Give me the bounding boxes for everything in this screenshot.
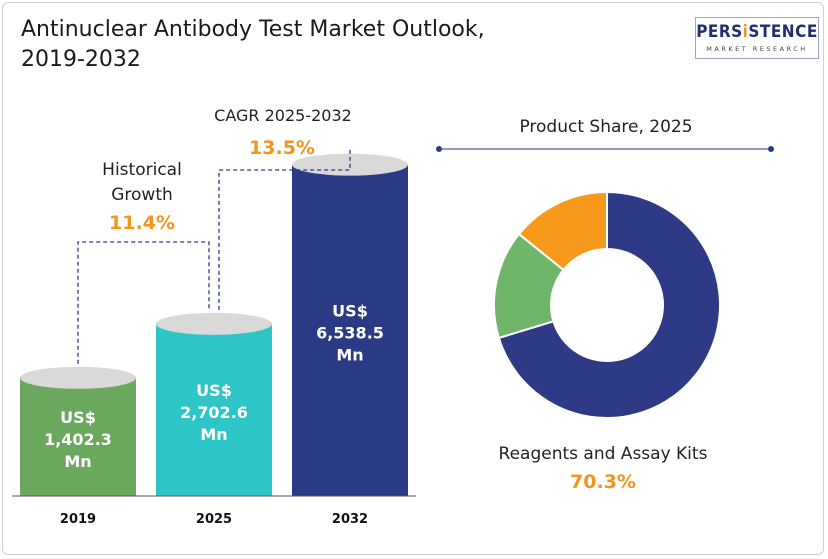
underline-dot-right xyxy=(768,146,774,152)
donut-slice-2 xyxy=(517,190,608,272)
historical-growth-value: 11.4% xyxy=(109,212,175,234)
cagr-value: 13.5% xyxy=(249,137,315,159)
bar-value-label-2019: Mn xyxy=(64,452,91,471)
bar-value-label-2019: 1,402.3 xyxy=(44,430,112,449)
brand-logo: PERSiSTENCE MARKET RESEARCH xyxy=(695,17,819,59)
page-title: Antinuclear Antibody Test Market Outlook… xyxy=(21,15,621,75)
bar-2032 xyxy=(292,164,408,496)
bar-value-label-2032: Mn xyxy=(336,345,363,364)
bar-2025 xyxy=(156,323,272,496)
underline-dot-left xyxy=(436,146,442,152)
title-line-2: 2019-2032 xyxy=(21,47,141,72)
cagr-label: CAGR 2025-2032 xyxy=(214,106,352,125)
bar-cap-2025 xyxy=(156,312,272,335)
bar-2019 xyxy=(20,377,136,496)
donut-highlight-label: Reagents and Assay Kits xyxy=(499,444,708,464)
x-tick-label: 2032 xyxy=(332,512,368,527)
bar-cap-2019 xyxy=(20,366,136,389)
bar-value-label-2025: Mn xyxy=(200,425,227,444)
cagr-connector xyxy=(218,148,351,310)
donut-slice-0 xyxy=(497,190,721,419)
logo-wordmark: PERSiSTENCE xyxy=(696,22,818,42)
donut-chart: Product Share, 2025 Reagents and Assay Ki… xyxy=(436,117,774,493)
bar-value-label-2025: 2,702.6 xyxy=(180,403,248,422)
bar-value-label-2019: US$ xyxy=(60,408,96,427)
logo-subtext: MARKET RESEARCH xyxy=(706,45,808,53)
x-tick-label: 2025 xyxy=(196,512,232,527)
donut-highlight-value: 70.3% xyxy=(570,471,636,493)
bar-value-label-2032: US$ xyxy=(332,301,368,320)
bar-chart: US$ 1,402.3 Mn 2019 US$ 2,702.6 Mn 2025 US$ 6,538… xyxy=(12,106,416,527)
historical-growth-label: Growth xyxy=(111,185,173,205)
x-tick-label: 2019 xyxy=(60,512,96,527)
historical-growth-label: Historical xyxy=(102,160,182,180)
title-line-1: Antinuclear Antibody Test Market Outlook… xyxy=(21,17,485,42)
donut-title: Product Share, 2025 xyxy=(519,117,692,137)
bar-value-label-2032: 6,538.5 xyxy=(316,323,384,342)
bar-value-label-2025: US$ xyxy=(196,381,232,400)
